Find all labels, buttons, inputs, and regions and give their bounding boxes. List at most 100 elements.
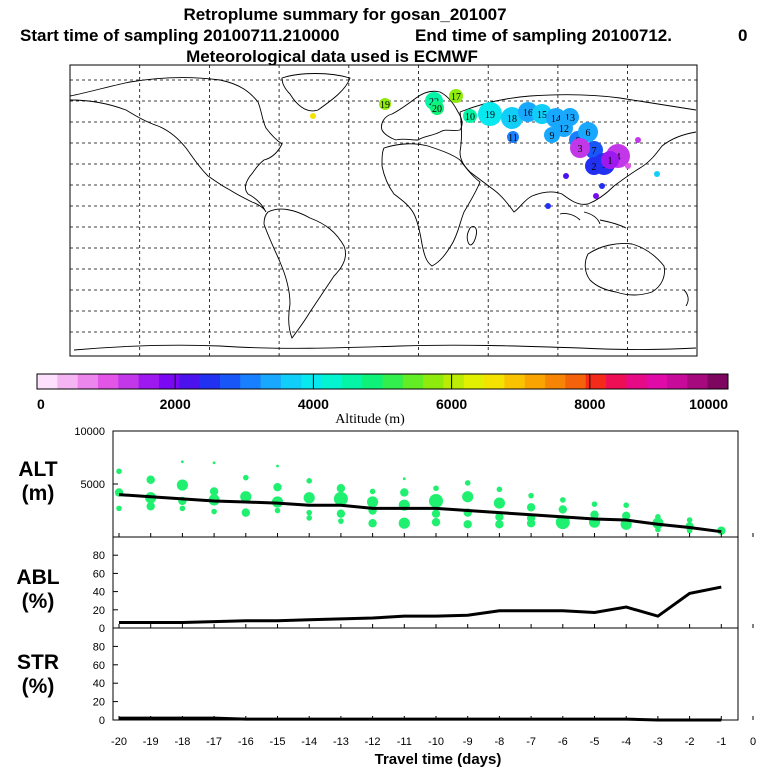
colorbar-frame [36,373,729,390]
alt-point [560,497,566,503]
title-end-trail: 0 [738,26,747,45]
x-tick-label: -13 [333,736,349,748]
colorbar-cell [341,374,363,389]
colorbar-cell [362,374,383,389]
alt-point [463,520,472,529]
x-tick-label: -9 [463,736,473,748]
abl-y-tick-label: 60 [93,568,105,580]
colorbar-cell [687,374,709,389]
colorbar-tick: 10000 [689,396,728,412]
alt-point [241,508,250,517]
x-tick-label: -15 [270,736,286,748]
colorbar-cell [77,374,99,389]
map-bubble-label: 1 [608,156,613,167]
map-bubble-label: 17 [451,92,461,103]
colorbar-cell [301,374,322,389]
str-y-tick-label: 0 [99,715,105,727]
alt-point [398,517,410,529]
str-line [119,716,722,722]
colorbar-tick-labels: 0 2000 4000 6000 8000 10000 [37,396,728,412]
map-bubble-day-19 [379,98,391,110]
alt-scatter-points [114,460,726,535]
alt-point [179,505,186,512]
str-y-tick-label: 20 [93,697,105,709]
abl-y-tick-label: 40 [93,587,105,599]
map-bubble-label: 16 [523,108,533,119]
altitude-colorbar: 0 2000 4000 6000 8000 10000 Altitude (m) [36,373,729,427]
map-bubble-day-20 [430,101,444,115]
map-bubble-day-10 [463,109,477,123]
alt-point [591,501,598,507]
colorbar-cell [321,374,343,389]
alt-point [526,503,536,512]
alt-point [276,464,279,468]
abl-panel-frame [112,536,739,629]
str-y-tick-label: 80 [93,641,105,653]
colorbar-cell [667,374,688,389]
map-trajectory-dot [310,113,316,119]
abl-panel-unit: (%) [22,590,55,613]
str-y-ticks: 0 20 40 60 80 [93,641,118,727]
map-bubble-label: 19 [380,100,390,111]
abl-y-tick-label: 0 [99,623,105,635]
alt-point [431,517,441,527]
x-tick-label: -14 [301,736,317,748]
alt-point [306,478,313,484]
alt-point [555,515,570,530]
map-trajectory-dot [635,137,641,143]
alt-point [590,510,599,519]
map-bubble-label: 6 [586,128,591,139]
map-bubble-label: 2 [592,162,597,173]
str-panel-label: STR [17,651,59,674]
alt-point [493,497,505,509]
x-tick-label: -3 [653,736,663,748]
map-bubble-day-6 [578,122,598,142]
colorbar-cell [545,374,566,389]
x-tick-label: -5 [590,736,600,748]
alt-point [655,526,661,533]
map-bubble-label: 20 [432,104,442,115]
alt-y-tick-label: 10000 [74,426,105,438]
panel-str: STR (%) 0 20 40 60 80 [17,627,739,727]
alt-point [146,475,155,484]
colorbar-cell [97,374,119,389]
colorbar-cell [504,374,526,389]
colorbar-cell [606,374,627,389]
map-bubble-label: 19 [485,110,495,121]
colorbar-cell [524,374,546,389]
str-y-tick-label: 40 [93,678,105,690]
alt-point [181,460,184,464]
alt-point [367,496,379,508]
map-trajectory-dot [599,183,605,189]
colorbar-tick: 6000 [436,396,467,412]
colorbar-cell [260,374,282,389]
coastlines [69,73,697,351]
x-axis-label: Travel time (days) [375,751,502,768]
map-bubble-day-1 [601,151,619,169]
alt-point [495,520,504,529]
alt-point [462,491,474,503]
colorbar-cell [57,374,79,389]
x-tick-label: -2 [685,736,695,748]
colorbar-cell [646,374,668,389]
map-gridlines [70,65,697,356]
x-tick-label: -1 [716,736,726,748]
colorbar-cell [280,374,302,389]
map-bubble-day-3 [570,138,590,158]
alt-point [303,492,315,504]
map-bubble-day-9 [544,127,560,143]
x-tick-label: -17 [206,736,222,748]
alt-panel-label: ALT [18,458,57,481]
map-bubble-day-19 [478,102,502,126]
colorbar-cell [443,374,465,389]
colorbar-cell [707,374,729,389]
alt-point [116,468,122,475]
alt-point [495,512,504,522]
colorbar-cell [463,374,485,389]
alt-point [558,505,567,514]
colorbar-cell [423,374,444,389]
colorbar-cell [626,374,648,389]
alt-mean-line [118,493,722,534]
colorbar-cell [138,374,160,389]
